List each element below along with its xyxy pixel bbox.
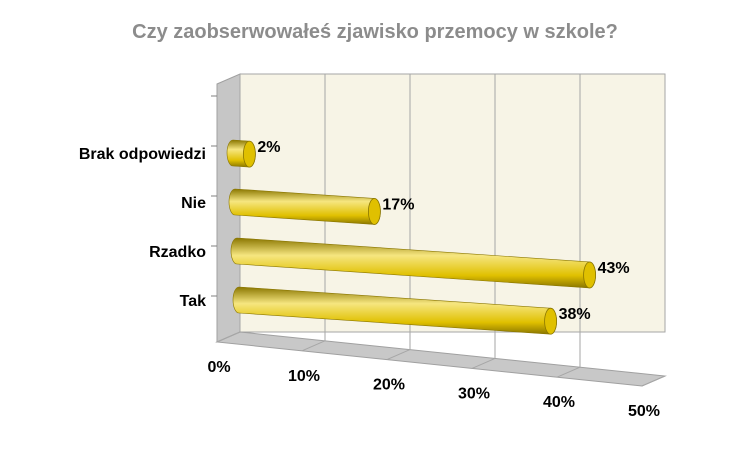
data-label: 17% (382, 196, 414, 213)
bar-cap (242, 140, 256, 168)
floor-gridline (386, 349, 411, 361)
bar-brak-odpowiedzi (226, 139, 256, 168)
x-tick-label: 30% (458, 385, 490, 402)
labels: 0% 10% 20% 30% 40% 50% Brak odpowiedzi 2% Nie 17%… (79, 139, 660, 420)
floor-gridline (641, 375, 666, 387)
data-label: 2% (257, 139, 280, 156)
bar-tak (232, 286, 557, 335)
data-label: 43% (598, 260, 630, 277)
chart-title: Czy zaobserwowałeś zjawisko przemocy w s… (132, 21, 618, 43)
bar-cap (583, 261, 596, 289)
x-tick-label: 50% (628, 403, 660, 420)
bar-cap (367, 198, 381, 225)
bar-rzadko (230, 237, 596, 289)
x-tick-label: 10% (288, 368, 320, 385)
floor-gridline (301, 340, 326, 352)
x-tick-label: 20% (373, 377, 405, 394)
x-tick-label: 40% (543, 394, 575, 411)
floor-gridline (471, 357, 496, 369)
bar-cap (544, 307, 557, 335)
category-label: Tak (180, 293, 206, 310)
chart-walls (215, 73, 667, 387)
category-label: Nie (181, 195, 206, 212)
bars (226, 139, 596, 335)
category-label: Brak odpowiedzi (79, 146, 206, 163)
data-label: 38% (559, 306, 591, 323)
category-label: Rzadko (149, 244, 206, 261)
floor (215, 331, 667, 387)
floor-gridline (216, 331, 241, 343)
floor-gridline (556, 366, 581, 378)
x-tick-label: 0% (207, 359, 230, 376)
bar-nie (228, 188, 381, 225)
